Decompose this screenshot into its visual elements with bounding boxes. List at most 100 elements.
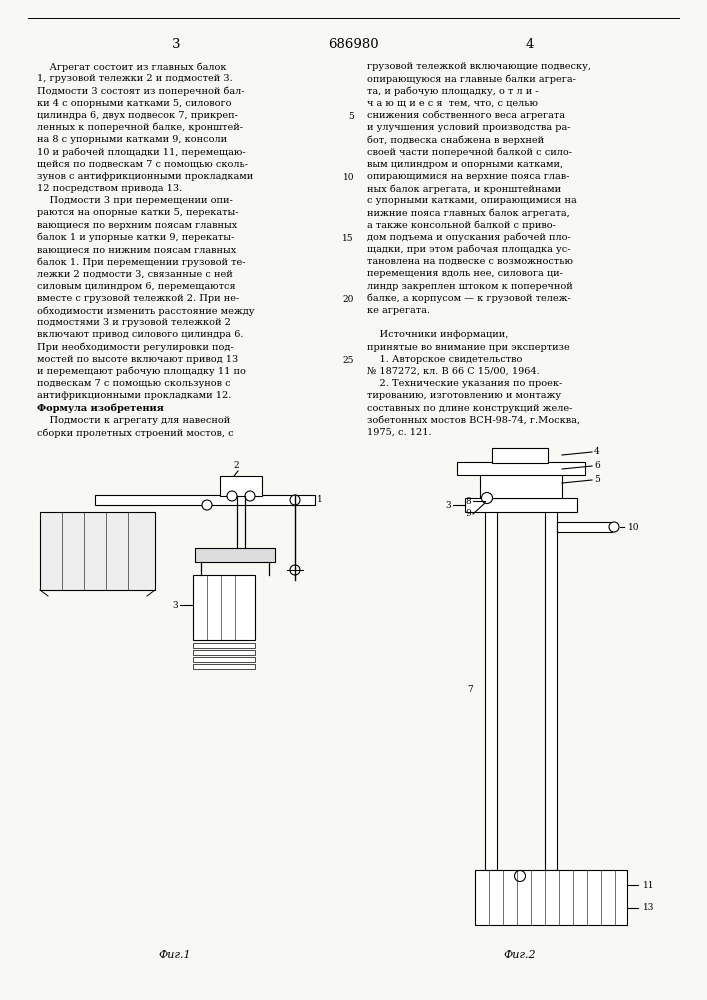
Text: 9: 9 [465, 510, 471, 518]
Text: зобетонных мостов ВСН-98-74, г.Москва,: зобетонных мостов ВСН-98-74, г.Москва, [367, 416, 580, 425]
Text: Фиг.1: Фиг.1 [158, 950, 192, 960]
Text: Подмости к агрегату для навесной: Подмости к агрегату для навесной [37, 416, 230, 425]
Bar [193, 650, 255, 655]
Text: щейся по подвескам 7 с помощью сколь-: щейся по подвескам 7 с помощью сколь- [37, 160, 248, 169]
Text: вающиеся по нижним поясам главных: вающиеся по нижним поясам главных [37, 245, 236, 254]
Text: 25: 25 [342, 356, 354, 365]
Text: ленных к поперечной балке, кронштей-: ленных к поперечной балке, кронштей- [37, 123, 243, 132]
Text: 12 посредством привода 13.: 12 посредством привода 13. [37, 184, 182, 193]
Bar [193, 643, 255, 648]
Text: включают привод силового цилиндра 6.: включают привод силового цилиндра 6. [37, 330, 243, 339]
Text: с упорными катками, опирающимися на: с упорными катками, опирающимися на [367, 196, 577, 205]
Bar [545, 510, 557, 870]
Text: Агрегат состоит из главных балок: Агрегат состоит из главных балок [37, 62, 226, 72]
Text: 10: 10 [342, 173, 354, 182]
Text: ки 4 с опорными катками 5, силового: ки 4 с опорными катками 5, силового [37, 99, 231, 108]
Circle shape [202, 500, 212, 510]
Text: раются на опорные катки 5, перекаты-: раются на опорные катки 5, перекаты- [37, 208, 238, 217]
Text: 10 и рабочей площадки 11, перемещаю-: 10 и рабочей площадки 11, перемещаю- [37, 147, 245, 157]
Bar [492, 448, 548, 463]
Text: и перемещают рабочую площадку 11 по: и перемещают рабочую площадку 11 по [37, 367, 246, 376]
Text: грузовой тележкой включающие подвеску,: грузовой тележкой включающие подвеску, [367, 62, 591, 71]
Bar [40, 512, 155, 590]
Text: 4: 4 [526, 38, 534, 51]
Text: 10: 10 [629, 522, 640, 532]
Bar [485, 510, 497, 870]
Bar [557, 522, 612, 532]
Text: 3: 3 [445, 500, 451, 510]
Text: своей части поперечной балкой с сило-: своей части поперечной балкой с сило- [367, 147, 572, 157]
Text: 20: 20 [343, 295, 354, 304]
Text: лежки 2 подмости 3, связанные с ней: лежки 2 подмости 3, связанные с ней [37, 269, 233, 278]
Text: нижние пояса главных балок агрегата,: нижние пояса главных балок агрегата, [367, 208, 570, 218]
Text: вающиеся по верхним поясам главных: вающиеся по верхним поясам главных [37, 221, 238, 230]
Text: 1, грузовой тележки 2 и подмостей 3.: 1, грузовой тележки 2 и подмостей 3. [37, 74, 233, 83]
Text: опирающуюся на главные балки агрега-: опирающуюся на главные балки агрега- [367, 74, 576, 84]
Text: принятые во внимание при экспертизе: принятые во внимание при экспертизе [367, 343, 570, 352]
Bar [195, 548, 275, 562]
Text: щадки, при этом рабочая площадка ус-: щадки, при этом рабочая площадка ус- [367, 245, 571, 254]
Text: силовым цилиндром 6, перемещаются: силовым цилиндром 6, перемещаются [37, 282, 235, 291]
Circle shape [290, 495, 300, 505]
Text: и улучшения условий производства ра-: и улучшения условий производства ра- [367, 123, 571, 132]
Text: линдр закреплен штоком к поперечной: линдр закреплен штоком к поперечной [367, 282, 573, 291]
Bar [193, 664, 255, 669]
Text: дом подъема и опускания рабочей пло-: дом подъема и опускания рабочей пло- [367, 233, 571, 242]
Text: ч а ю щ и е с я  тем, что, с целью: ч а ю щ и е с я тем, что, с целью [367, 99, 538, 108]
Text: тированию, изготовлению и монтажу: тированию, изготовлению и монтажу [367, 391, 561, 400]
Bar [95, 495, 315, 505]
Circle shape [245, 491, 255, 501]
Circle shape [609, 522, 619, 532]
Text: 7: 7 [467, 686, 473, 694]
Text: а также консольной балкой с приво-: а также консольной балкой с приво- [367, 221, 556, 230]
Text: Подмости 3 состоят из поперечной бал-: Подмости 3 состоят из поперечной бал- [37, 86, 245, 96]
Text: Источники информации,: Источники информации, [367, 330, 508, 339]
Text: ке агрегата.: ке агрегата. [367, 306, 430, 315]
Text: цилиндра 6, двух подвесок 7, прикреп-: цилиндра 6, двух подвесок 7, прикреп- [37, 111, 238, 120]
Text: опирающимися на верхние пояса глав-: опирающимися на верхние пояса глав- [367, 172, 569, 181]
Text: 2: 2 [233, 461, 239, 470]
Text: 1: 1 [317, 495, 323, 504]
Circle shape [515, 870, 525, 882]
Bar [193, 657, 255, 662]
Text: на 8 с упорными катками 9, консоли: на 8 с упорными катками 9, консоли [37, 135, 227, 144]
Text: № 187272, кл. В 66 С 15/00, 1964.: № 187272, кл. В 66 С 15/00, 1964. [367, 367, 539, 376]
Text: 3: 3 [173, 600, 178, 609]
Bar [480, 474, 562, 498]
Text: При необходимости регулировки под-: При необходимости регулировки под- [37, 343, 233, 352]
Text: 5: 5 [348, 112, 354, 121]
Bar [193, 575, 255, 640]
Text: 3: 3 [172, 38, 180, 51]
Text: антифрикционными прокладками 12.: антифрикционными прокладками 12. [37, 391, 231, 400]
Text: 5: 5 [594, 476, 600, 485]
Bar [220, 476, 262, 496]
Text: Подмости 3 при перемещении опи-: Подмости 3 при перемещении опи- [37, 196, 233, 205]
Text: перемещения вдоль нее, силовога ци-: перемещения вдоль нее, силовога ци- [367, 269, 563, 278]
Text: 6: 6 [594, 462, 600, 471]
Text: 15: 15 [342, 234, 354, 243]
Text: подвескам 7 с помощью скользунов с: подвескам 7 с помощью скользунов с [37, 379, 230, 388]
Text: 8: 8 [465, 496, 471, 506]
Text: вместе с грузовой тележкой 2. При не-: вместе с грузовой тележкой 2. При не- [37, 294, 239, 303]
Text: бот, подвеска снабжена в верхней: бот, подвеска снабжена в верхней [367, 135, 544, 145]
Bar [457, 462, 585, 475]
Text: балок 1 и упорные катки 9, перекаты-: балок 1 и упорные катки 9, перекаты- [37, 233, 234, 242]
Text: 13: 13 [643, 904, 655, 912]
Text: та, и рабочую площадку, о т л и -: та, и рабочую площадку, о т л и - [367, 86, 539, 96]
Text: обходимости изменить расстояние между: обходимости изменить расстояние между [37, 306, 255, 316]
Text: балке, а корпусом — к грузовой тележ-: балке, а корпусом — к грузовой тележ- [367, 294, 571, 303]
Text: 11: 11 [643, 880, 655, 890]
Bar [475, 870, 627, 925]
Text: Формула изобретения: Формула изобретения [37, 404, 164, 413]
Text: мостей по высоте включают привод 13: мостей по высоте включают привод 13 [37, 355, 238, 364]
Text: балок 1. При перемещении грузовой те-: балок 1. При перемещении грузовой те- [37, 257, 245, 267]
Text: подмостями 3 и грузовой тележкой 2: подмостями 3 и грузовой тележкой 2 [37, 318, 231, 327]
Text: составных по длине конструкций желе-: составных по длине конструкций желе- [367, 404, 573, 413]
Text: снижения собственного веса агрегата: снижения собственного веса агрегата [367, 111, 565, 120]
Text: сборки пролетных строений мостов, с: сборки пролетных строений мостов, с [37, 428, 233, 438]
Text: тановлена на подвеске с возможностью: тановлена на подвеске с возможностью [367, 257, 573, 266]
Text: 1975, с. 121.: 1975, с. 121. [367, 428, 432, 437]
Text: ных балок агрегата, и кронштейнами: ных балок агрегата, и кронштейнами [367, 184, 561, 194]
Text: 2. Технические указания по проек-: 2. Технические указания по проек- [367, 379, 562, 388]
Text: 686980: 686980 [327, 38, 378, 51]
